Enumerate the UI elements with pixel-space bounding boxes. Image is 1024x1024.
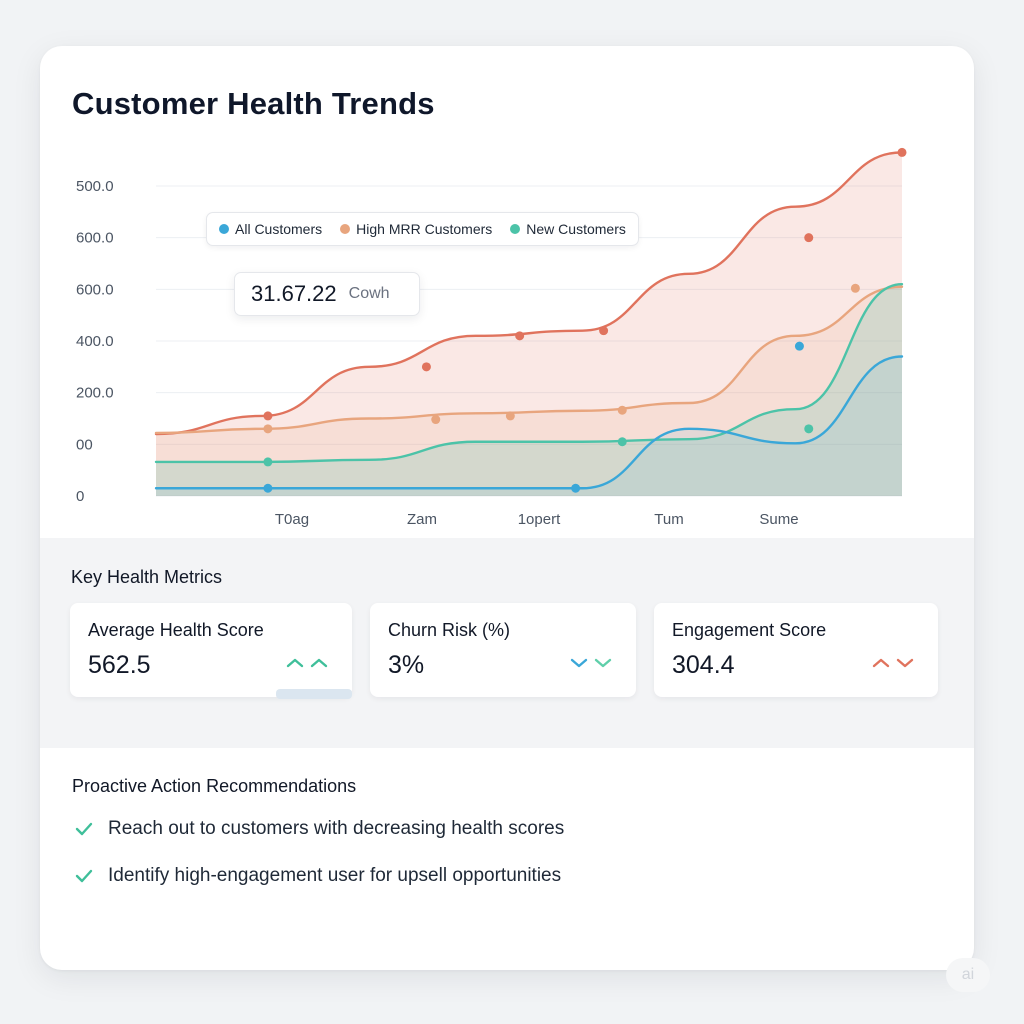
metric-card-health-score[interactable]: Average Health Score 562.5: [70, 603, 352, 699]
data-point: [263, 411, 273, 421]
chart-tooltip: 31.67.22 Cowh: [234, 272, 420, 316]
data-point: [897, 147, 907, 157]
action-item[interactable]: Identify high-engagement user for upsell…: [74, 865, 561, 887]
data-point: [421, 362, 431, 372]
x-tick-label: 1opert: [518, 511, 561, 528]
y-tick-label: 500.0: [76, 178, 114, 195]
y-tick-label: 600.0: [76, 230, 114, 247]
chart-points: [263, 147, 907, 493]
data-point: [804, 424, 814, 434]
y-tick-label: 600.0: [76, 281, 114, 298]
legend-label-all: All Customers: [235, 221, 323, 237]
metric-value: 304.4: [672, 651, 735, 679]
area-all-customers: [156, 356, 902, 496]
area-new-customers: [156, 284, 902, 496]
data-point: [263, 424, 273, 434]
metric-label: Average Health Score: [88, 620, 264, 640]
chart-areas: [156, 152, 902, 497]
trend-down-icon: [570, 657, 612, 669]
data-point: [617, 405, 627, 415]
metric-card-churn-risk[interactable]: Churn Risk (%) 3%: [370, 603, 636, 697]
data-point: [617, 437, 627, 447]
page-title: Customer Health Trends: [72, 86, 435, 121]
metric-underline: [276, 689, 352, 699]
data-point: [505, 411, 515, 421]
data-point: [515, 331, 525, 341]
x-tick-label: T0ag: [275, 511, 309, 528]
legend-label-high-mrr: High MRR Customers: [356, 221, 493, 237]
corner-badge: ai: [946, 958, 990, 992]
line-all-customers: [154, 355, 904, 490]
check-icon: [75, 869, 93, 883]
health-trends-card: Customer Health Trends 500.0 600.0 600.0 40…: [40, 46, 974, 970]
metric-value: 3%: [388, 651, 425, 679]
actions-title: Proactive Action Recommendations: [72, 776, 357, 796]
chart-lines: [154, 151, 904, 490]
data-point: [571, 483, 581, 493]
y-tick-label: 0: [76, 488, 84, 505]
metric-value: 562.5: [88, 651, 151, 679]
data-point: [599, 326, 609, 336]
metric-label: Engagement Score: [672, 620, 827, 640]
trend-up-icon: [286, 657, 328, 669]
y-tick-label: 00: [76, 436, 93, 453]
line-high-mrr-customers: [154, 285, 904, 435]
x-axis-ticks: T0ag Zam 1opert Tum Sume: [275, 511, 799, 528]
data-point: [804, 233, 814, 243]
data-point: [850, 283, 860, 293]
metrics-title: Key Health Metrics: [71, 567, 223, 587]
legend-dot-new: [510, 224, 521, 234]
area-top-line: [156, 152, 902, 497]
data-point: [263, 483, 273, 493]
x-tick-label: Zam: [407, 511, 437, 528]
data-point: [263, 457, 273, 467]
tooltip-value: 31.67.22: [251, 281, 337, 306]
legend-item-new[interactable]: New Customers: [510, 221, 626, 237]
legend-item-high-mrr[interactable]: High MRR Customers: [340, 221, 492, 237]
legend-dot-all: [219, 224, 229, 234]
check-icon: [75, 822, 93, 836]
metric-label: Churn Risk (%): [388, 620, 511, 640]
legend-dot-high-mrr: [340, 224, 351, 234]
action-text: Identify high-engagement user for upsell…: [108, 865, 562, 886]
y-tick-label: 400.0: [76, 333, 114, 350]
data-point: [794, 341, 804, 351]
line-new-customers: [154, 282, 904, 464]
x-tick-label: Tum: [654, 511, 683, 528]
legend-label-new: New Customers: [526, 221, 626, 237]
legend-item-all[interactable]: All Customers: [219, 221, 322, 237]
metric-card-engagement[interactable]: Engagement Score 304.4: [654, 603, 938, 697]
x-tick-label: Sume: [759, 511, 798, 528]
tooltip-label: Cowh: [348, 285, 390, 302]
y-tick-label: 200.0: [76, 385, 114, 402]
action-text: Reach out to customers with decreasing h…: [108, 818, 565, 839]
trend-mixed-icon: [872, 657, 914, 669]
area-high-mrr-customers: [156, 286, 902, 496]
action-item[interactable]: Reach out to customers with decreasing h…: [74, 818, 564, 840]
chart-legend: All Customers High MRR Customers New Cus…: [206, 212, 639, 246]
line-top-line: [154, 151, 904, 436]
data-point: [431, 415, 441, 425]
